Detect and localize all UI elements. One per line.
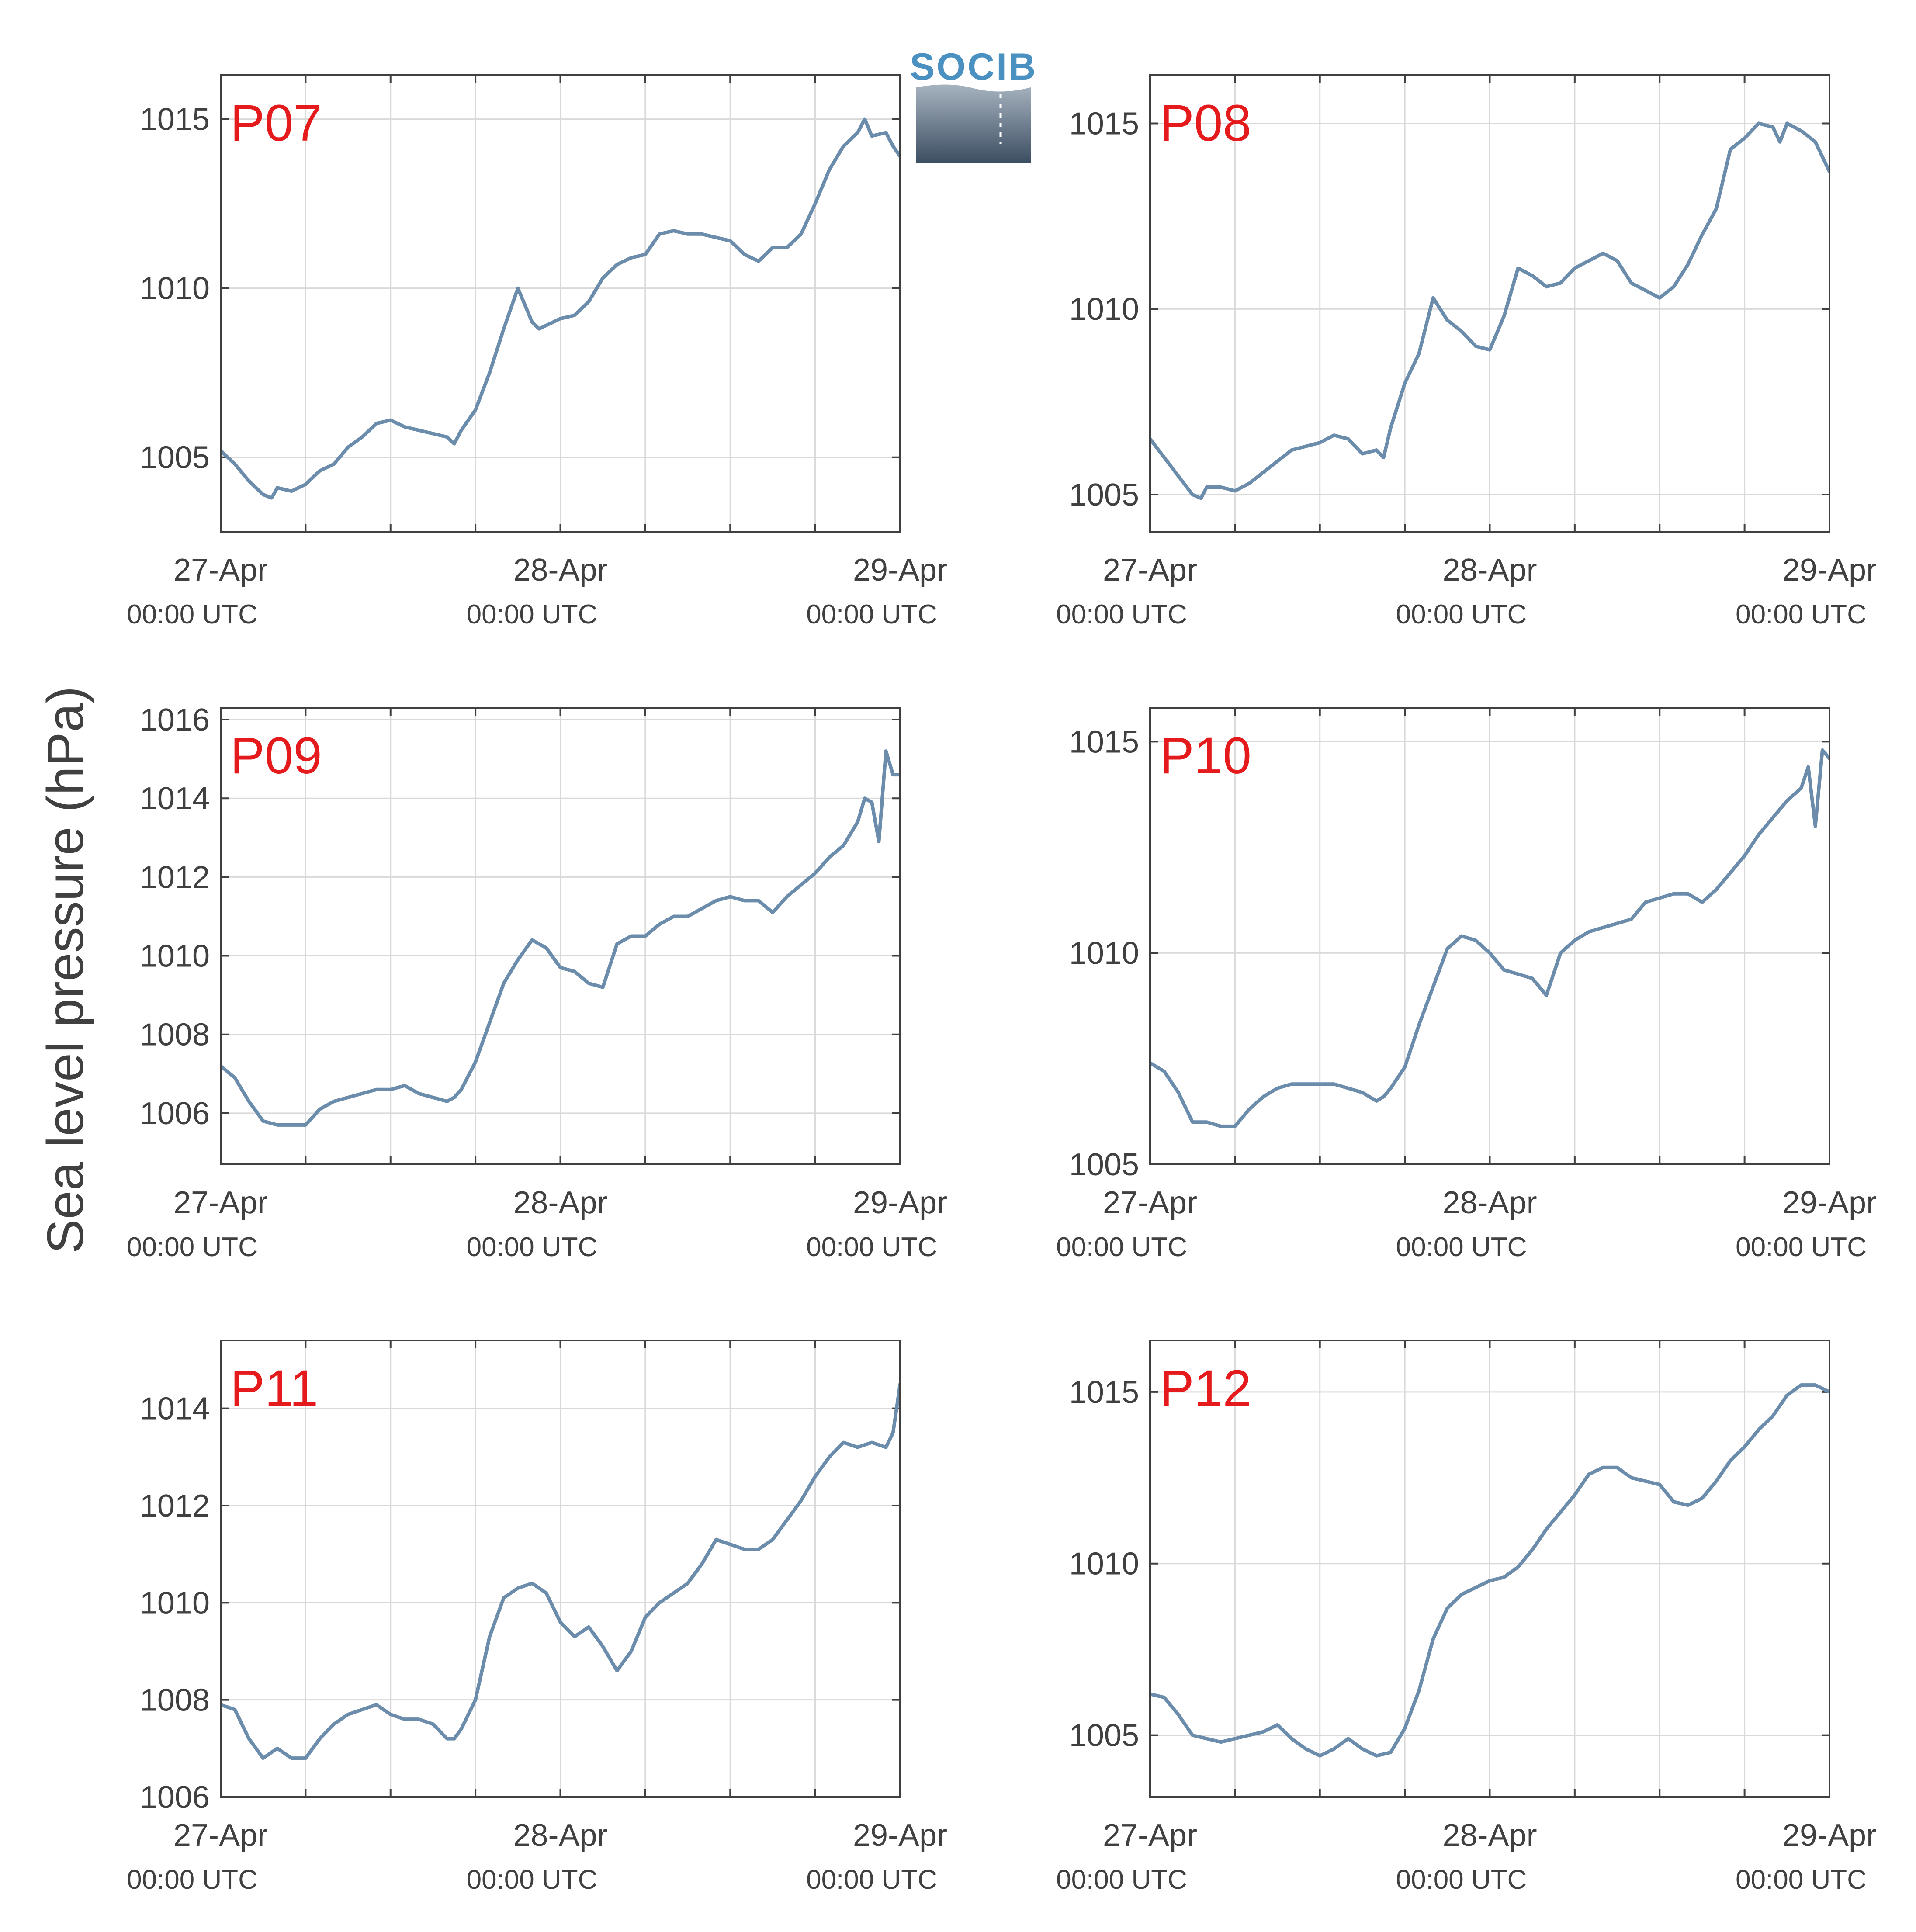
x-tick-sublabel: 00:00 UTC bbox=[806, 1865, 937, 1895]
x-tick-sublabel: 00:00 UTC bbox=[1056, 599, 1187, 630]
series-line bbox=[221, 749, 900, 1127]
x-tick-label: 29-Apr bbox=[1782, 1818, 1877, 1853]
x-tick-label: 27-Apr bbox=[173, 1185, 268, 1220]
panels: 1005 1010 1015 27-Apr 00:00 UTC 28-Apr 00:00 U… bbox=[127, 74, 1877, 1895]
y-tick-label: 1006 bbox=[140, 1096, 210, 1131]
logo-text: SOCIB bbox=[910, 46, 1037, 88]
panel-p10: 1005 1010 1015 27-Apr 00:00 UTC 28-Apr 00:00 U… bbox=[1056, 707, 1877, 1262]
y-tick-label: 1010 bbox=[1069, 292, 1139, 327]
y-tick-label: 1010 bbox=[140, 271, 210, 306]
plot-frame bbox=[1149, 74, 1830, 533]
station-label: P11 bbox=[230, 1360, 318, 1417]
plot-frame bbox=[1149, 1340, 1830, 1798]
y-tick-label: 1012 bbox=[140, 860, 210, 895]
panel-p08: 1005 1010 1015 27-Apr 00:00 UTC 28-Apr 00:00 U… bbox=[1056, 74, 1877, 630]
x-tick-sublabel: 00:00 UTC bbox=[1736, 599, 1867, 630]
y-tick-label: 1015 bbox=[1069, 106, 1139, 141]
x-tick-sublabel: 00:00 UTC bbox=[467, 1232, 598, 1262]
y-tick-label: 1005 bbox=[140, 440, 210, 475]
y-tick-label: 1015 bbox=[1069, 1375, 1139, 1410]
panel-p09: 1006 1008 1010 1012 1014 1016 27-Apr 00:00 UTC 2… bbox=[127, 703, 947, 1262]
y-tick-label: 1005 bbox=[1069, 478, 1139, 512]
y-tick-label: 1010 bbox=[140, 1586, 210, 1620]
series-line bbox=[1150, 748, 1829, 1128]
x-tick-sublabel: 00:00 UTC bbox=[127, 1865, 258, 1895]
x-tick-label: 29-Apr bbox=[853, 553, 947, 588]
series-line bbox=[1150, 1383, 1829, 1758]
x-tick-label: 27-Apr bbox=[1103, 1818, 1197, 1853]
series-line bbox=[221, 1382, 900, 1760]
x-tick-label: 27-Apr bbox=[173, 553, 268, 588]
x-tick-label: 28-Apr bbox=[513, 1185, 607, 1220]
x-tick-label: 29-Apr bbox=[1782, 553, 1877, 588]
plot-frame bbox=[1149, 707, 1830, 1165]
y-tick-label: 1006 bbox=[140, 1780, 210, 1815]
y-tick-label: 1008 bbox=[140, 1683, 210, 1718]
panel-p11: 1006 1008 1010 1012 1014 27-Apr 00:00 UTC 28-Ap… bbox=[127, 1340, 947, 1895]
x-tick-label: 28-Apr bbox=[1442, 553, 1537, 588]
plot-frame bbox=[220, 1340, 901, 1798]
x-tick-label: 27-Apr bbox=[173, 1818, 268, 1853]
x-tick-label: 27-Apr bbox=[1103, 553, 1197, 588]
socib-logo: SOCIB bbox=[910, 46, 1037, 163]
y-tick-label: 1015 bbox=[140, 102, 210, 137]
panel-p12: 1005 1010 1015 27-Apr 00:00 UTC 28-Apr 00:00 U… bbox=[1056, 1340, 1877, 1895]
x-tick-sublabel: 00:00 UTC bbox=[467, 1865, 598, 1895]
x-tick-label: 27-Apr bbox=[1103, 1185, 1197, 1220]
y-tick-label: 1012 bbox=[140, 1489, 210, 1523]
y-tick-label: 1014 bbox=[140, 1392, 210, 1426]
x-tick-sublabel: 00:00 UTC bbox=[1396, 599, 1527, 630]
x-tick-sublabel: 00:00 UTC bbox=[1396, 1232, 1527, 1262]
y-tick-label: 1014 bbox=[140, 781, 210, 816]
station-label: P07 bbox=[230, 94, 322, 152]
x-tick-label: 28-Apr bbox=[513, 1818, 607, 1853]
x-tick-sublabel: 00:00 UTC bbox=[127, 599, 258, 630]
x-tick-sublabel: 00:00 UTC bbox=[1056, 1232, 1187, 1262]
x-tick-label: 29-Apr bbox=[853, 1185, 947, 1220]
x-tick-label: 28-Apr bbox=[1442, 1818, 1537, 1853]
series-line bbox=[221, 117, 900, 500]
x-tick-sublabel: 00:00 UTC bbox=[806, 599, 937, 630]
x-tick-sublabel: 00:00 UTC bbox=[806, 1232, 937, 1262]
x-tick-sublabel: 00:00 UTC bbox=[1396, 1865, 1527, 1895]
panel-p07: 1005 1010 1015 27-Apr 00:00 UTC 28-Apr 00:00 U… bbox=[127, 74, 947, 630]
x-tick-sublabel: 00:00 UTC bbox=[1056, 1865, 1187, 1895]
plot-frame bbox=[220, 707, 901, 1165]
y-tick-label: 1005 bbox=[1069, 1718, 1139, 1753]
station-label: P09 bbox=[230, 727, 322, 785]
x-tick-label: 29-Apr bbox=[1782, 1185, 1877, 1220]
x-tick-sublabel: 00:00 UTC bbox=[1736, 1865, 1867, 1895]
x-tick-label: 28-Apr bbox=[1442, 1185, 1537, 1220]
y-tick-label: 1010 bbox=[140, 939, 210, 974]
plot-frame bbox=[220, 74, 901, 533]
y-tick-label: 1016 bbox=[140, 703, 210, 737]
station-label: P08 bbox=[1160, 94, 1251, 152]
x-tick-sublabel: 00:00 UTC bbox=[467, 599, 598, 630]
x-tick-label: 28-Apr bbox=[513, 553, 607, 588]
x-tick-label: 29-Apr bbox=[853, 1818, 947, 1853]
y-tick-label: 1015 bbox=[1069, 724, 1139, 759]
y-tick-label: 1010 bbox=[1069, 936, 1139, 971]
x-tick-sublabel: 00:00 UTC bbox=[127, 1232, 258, 1262]
station-label: P12 bbox=[1160, 1360, 1251, 1417]
x-tick-sublabel: 00:00 UTC bbox=[1736, 1232, 1867, 1262]
y-axis-label: Sea level pressure (hPa) bbox=[37, 686, 94, 1254]
y-tick-label: 1005 bbox=[1069, 1147, 1139, 1182]
series-line bbox=[1150, 121, 1829, 500]
y-tick-label: 1008 bbox=[140, 1018, 210, 1053]
y-tick-label: 1010 bbox=[1069, 1547, 1139, 1582]
station-label: P10 bbox=[1160, 727, 1251, 785]
